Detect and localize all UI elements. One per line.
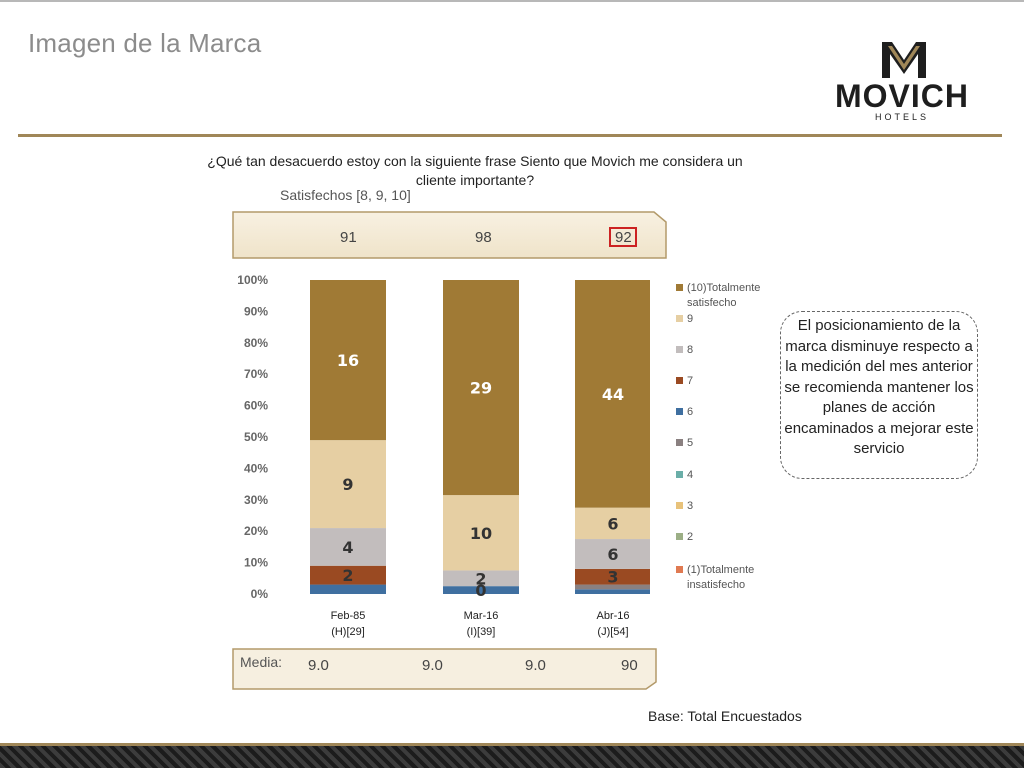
- y-tick-label: 40%: [244, 461, 268, 475]
- category-label: Abr-16: [596, 610, 629, 622]
- bar-segment: [575, 280, 650, 508]
- data-label: 3: [607, 568, 618, 587]
- y-tick-label: 80%: [244, 336, 268, 350]
- media-value-3: 9.0: [525, 657, 546, 674]
- satisfied-value-feb: 91: [340, 229, 357, 246]
- bar-segment: [443, 495, 519, 571]
- y-tick-label: 90%: [244, 304, 268, 318]
- legend-swatch: [676, 566, 683, 573]
- legend-label: (1)Totalmente insatisfecho: [687, 564, 755, 591]
- data-label: 2: [342, 566, 353, 585]
- logo-wordmark: MOVICH: [835, 78, 969, 114]
- y-tick-label: 50%: [244, 430, 268, 444]
- top-border: [0, 0, 1024, 2]
- category-label: (J)[54]: [597, 626, 628, 638]
- category-label: (I)[39]: [467, 626, 496, 638]
- satisfied-highlight-box: [609, 227, 637, 247]
- data-label: 4: [342, 538, 353, 557]
- bar-segment: [443, 586, 519, 594]
- y-tick-label: 70%: [244, 367, 268, 381]
- bar-segment: [443, 280, 519, 496]
- legend-swatch: [676, 408, 683, 415]
- media-value-4: 90: [621, 657, 638, 674]
- logo-subtitle: HOTELS: [874, 112, 929, 122]
- legend-label: 8: [687, 344, 694, 356]
- y-tick-label: 60%: [244, 399, 268, 413]
- bar-segment: [575, 539, 650, 569]
- footer-rule: [0, 743, 1024, 746]
- y-tick-label: 20%: [244, 524, 268, 538]
- legend-label: 6: [687, 406, 694, 418]
- header-rule: [18, 134, 1002, 137]
- bar-segment: [443, 570, 519, 587]
- data-label: 16: [337, 351, 359, 370]
- media-panel: [232, 648, 657, 690]
- insight-callout: El posicionamiento de la marca disminuye…: [780, 311, 978, 479]
- legend-swatch: [676, 502, 683, 509]
- y-tick-label: 0%: [251, 587, 269, 601]
- survey-question: ¿Qué tan desacuerdo estoy con la siguien…: [207, 153, 743, 188]
- legend-swatch: [676, 471, 683, 478]
- bar-segment: [310, 565, 386, 585]
- y-tick-label: 100%: [237, 273, 268, 287]
- bar-segment: [310, 584, 386, 594]
- data-label: 9: [342, 475, 353, 494]
- data-label: 6: [607, 545, 618, 564]
- legend-swatch: [676, 284, 683, 291]
- y-tick-label: 10%: [244, 556, 268, 570]
- data-label: 6: [607, 514, 618, 533]
- bar-segment: [310, 528, 386, 566]
- legend-swatch: [676, 439, 683, 446]
- satisfied-panel: [232, 211, 667, 259]
- base-note: Base: Total Encuestados: [648, 708, 802, 724]
- data-label: 29: [470, 379, 492, 398]
- legend-swatch: [676, 377, 683, 384]
- legend-label: 7: [687, 375, 694, 387]
- satisfied-label: Satisfechos [8, 9, 10]: [280, 187, 411, 203]
- legend-label: 9: [687, 313, 694, 325]
- category-label: (H)[29]: [331, 626, 365, 638]
- legend-label: 4: [687, 469, 694, 481]
- movich-m-logo-icon: [882, 42, 926, 78]
- category-label: Mar-16: [464, 610, 499, 622]
- footer-pattern: [0, 746, 1024, 768]
- legend-label: 5: [687, 437, 694, 449]
- legend-swatch: [676, 533, 683, 540]
- satisfied-value-abr: 92: [615, 229, 632, 246]
- slide-title: Imagen de la Marca: [28, 28, 262, 58]
- data-label: 2: [475, 569, 486, 588]
- bar-segment: [310, 440, 386, 529]
- category-label: Feb-85: [331, 610, 366, 622]
- legend-label: 2: [687, 531, 694, 543]
- legend-swatch: [676, 315, 683, 322]
- bar-segment: [575, 584, 650, 590]
- bar-segment: [575, 589, 650, 594]
- bar-segment: [575, 507, 650, 540]
- satisfied-value-mar: 98: [475, 229, 492, 246]
- bar-segment: [575, 568, 650, 585]
- y-tick-label: 30%: [244, 493, 268, 507]
- legend-swatch: [676, 346, 683, 353]
- stacked-bar-chart: 0% 10% 20% 30% 40% 50% 60% 70% 80% 90% 100% 2 4 9 16 Fe…: [237, 273, 650, 638]
- bar-segment: [310, 280, 386, 441]
- data-label: 0: [475, 581, 486, 600]
- data-label: 44: [602, 385, 624, 404]
- movich-logo: MOVICH HOTELS: [812, 34, 992, 124]
- legend-label: (10)Totalmente satisfecho: [687, 282, 761, 309]
- media-value-1: 9.0: [308, 657, 329, 674]
- data-label: 10: [470, 524, 492, 543]
- media-value-2: 9.0: [422, 657, 443, 674]
- media-label: Media:: [240, 654, 283, 670]
- legend-label: 3: [687, 500, 694, 512]
